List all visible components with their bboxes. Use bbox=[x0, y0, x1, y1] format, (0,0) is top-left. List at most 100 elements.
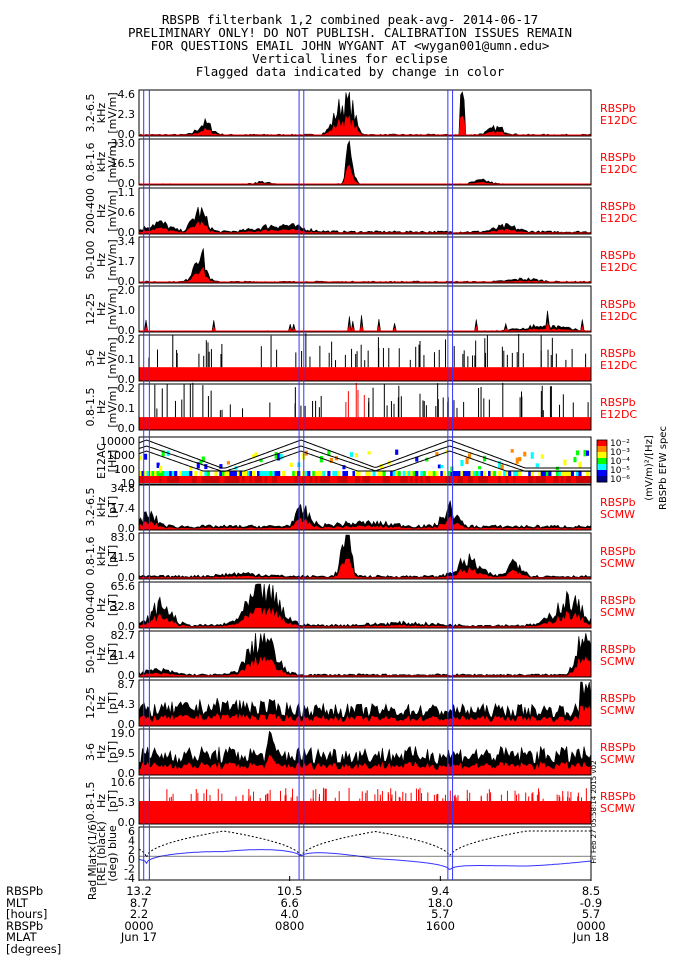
time-axis-value: 9.4 bbox=[431, 884, 450, 898]
spec-cell bbox=[450, 476, 454, 483]
series-red bbox=[138, 754, 592, 776]
panel-ylabel-line: Hz bbox=[95, 647, 108, 661]
panel-frame bbox=[138, 581, 592, 629]
spec-cell bbox=[460, 460, 464, 467]
panel-tick-label: -2 bbox=[124, 863, 135, 876]
spec-cell bbox=[349, 452, 354, 457]
spec-cell bbox=[422, 476, 426, 483]
spec-cell bbox=[322, 476, 326, 483]
spec-cell bbox=[498, 476, 502, 483]
spec-cell bbox=[483, 476, 487, 483]
panel-tick-label: 0.2 bbox=[118, 333, 136, 346]
time-axis-value: Jun 18 bbox=[572, 930, 610, 944]
spec-cell bbox=[156, 471, 160, 476]
panel-side-label: RBSPb bbox=[600, 790, 636, 803]
spec-cell bbox=[231, 476, 236, 483]
spec-cell bbox=[545, 471, 549, 476]
panel-ylabel-line: Hz bbox=[95, 745, 108, 759]
spec-cell bbox=[585, 476, 590, 483]
spec-cell bbox=[560, 471, 564, 476]
spec-cell bbox=[312, 476, 316, 483]
panel-side-label: SCMW bbox=[600, 655, 635, 668]
spec-cell bbox=[493, 476, 497, 483]
panel-side-label: RBSPb bbox=[600, 347, 636, 360]
spec-cell bbox=[583, 449, 587, 457]
spec-cell bbox=[184, 476, 188, 483]
panel-tick-label: 2.0 bbox=[118, 284, 136, 297]
spec-cell bbox=[332, 471, 336, 476]
panel-tick-label: 6 bbox=[128, 825, 135, 838]
spec-cell bbox=[319, 455, 323, 463]
spec-cell bbox=[498, 461, 502, 468]
spec-cell bbox=[179, 476, 183, 483]
panel-ylabel-line: [pT] bbox=[106, 643, 119, 665]
series-red bbox=[138, 164, 592, 186]
spec-cell bbox=[166, 476, 170, 483]
spec-cell bbox=[279, 476, 283, 483]
spec-cell bbox=[141, 471, 145, 476]
spec-cell bbox=[154, 476, 158, 483]
panel-tick-label: 0.0 bbox=[118, 422, 136, 435]
spec-cell bbox=[229, 476, 233, 483]
spec-cell bbox=[528, 471, 532, 476]
panel-ylabel: 0.8-1.5Hz[pT] bbox=[84, 782, 119, 821]
spec-cell bbox=[400, 476, 404, 483]
spec-cell bbox=[176, 476, 180, 483]
spec-cell bbox=[570, 476, 575, 483]
spec-cell bbox=[367, 476, 371, 483]
spec-cell bbox=[450, 471, 454, 476]
spec-cell bbox=[457, 471, 462, 476]
spec-cell bbox=[498, 471, 502, 476]
spec-cell bbox=[272, 471, 276, 476]
panel-ylabel-line: Hz bbox=[95, 253, 108, 267]
spec-cell bbox=[319, 476, 323, 483]
spec-cell bbox=[435, 452, 439, 457]
panel-ylabel-line: 12-25 bbox=[84, 687, 97, 719]
spec-cell bbox=[478, 471, 482, 476]
spec-cell bbox=[257, 476, 261, 483]
panel-tick-label: 33.0 bbox=[111, 137, 136, 150]
panel-ylabel-line: 3.2-6.5 bbox=[84, 94, 97, 133]
panel-ylabel-line: 3.2-6.5 bbox=[84, 488, 97, 527]
time-axis-value: 6.6 bbox=[280, 895, 299, 910]
spec-cell bbox=[139, 476, 143, 483]
spec-cell bbox=[337, 476, 341, 483]
spec-cell bbox=[314, 471, 318, 476]
panel-tick-label: 19.0 bbox=[111, 727, 136, 740]
panel-ylabel-line: Hz bbox=[95, 204, 108, 218]
spec-cell bbox=[244, 471, 248, 476]
spec-cell bbox=[181, 471, 185, 476]
spec-cell bbox=[478, 476, 482, 483]
panel-side-label: RBSPb bbox=[600, 594, 636, 607]
flh-curve bbox=[138, 450, 591, 472]
panel-tick-label: 0.0 bbox=[118, 816, 136, 829]
time-row-label: [degrees] bbox=[6, 941, 62, 956]
spec-cell bbox=[427, 476, 431, 483]
panel-frame bbox=[138, 187, 592, 235]
panel-ylabel-line: [pT] bbox=[106, 741, 119, 763]
panel-ylabel-line: 200-400 bbox=[84, 582, 97, 628]
spec-cell bbox=[470, 476, 474, 483]
spec-cell bbox=[478, 466, 482, 470]
panel-ylabel-line: 0.8-1.6 bbox=[84, 537, 97, 576]
spec-cell bbox=[231, 471, 236, 476]
spec-cell bbox=[377, 471, 381, 476]
panel-side-label: SCMW bbox=[600, 508, 635, 521]
panel-tick-label: 0.0 bbox=[118, 226, 136, 239]
panel-side-label: RBSPb bbox=[600, 102, 636, 115]
spec-cell bbox=[274, 471, 278, 476]
spec-cell bbox=[578, 461, 582, 468]
spec-cell bbox=[324, 476, 328, 483]
spec-cell bbox=[523, 451, 527, 457]
panel-ylabel-line: 200-400 bbox=[84, 188, 97, 234]
panel-ylabel-line: kHz bbox=[95, 152, 108, 173]
spec-cell bbox=[415, 471, 419, 476]
spec-cell bbox=[425, 476, 429, 483]
flagged-fill bbox=[139, 367, 591, 381]
time-axis-value: 0800 bbox=[275, 918, 305, 933]
panel-side-label: RBSPb bbox=[600, 545, 636, 558]
panel-side-label: E12DC bbox=[600, 261, 637, 274]
spec-cell bbox=[139, 455, 143, 461]
colorbar-tick-label: 10⁻² bbox=[610, 439, 630, 449]
